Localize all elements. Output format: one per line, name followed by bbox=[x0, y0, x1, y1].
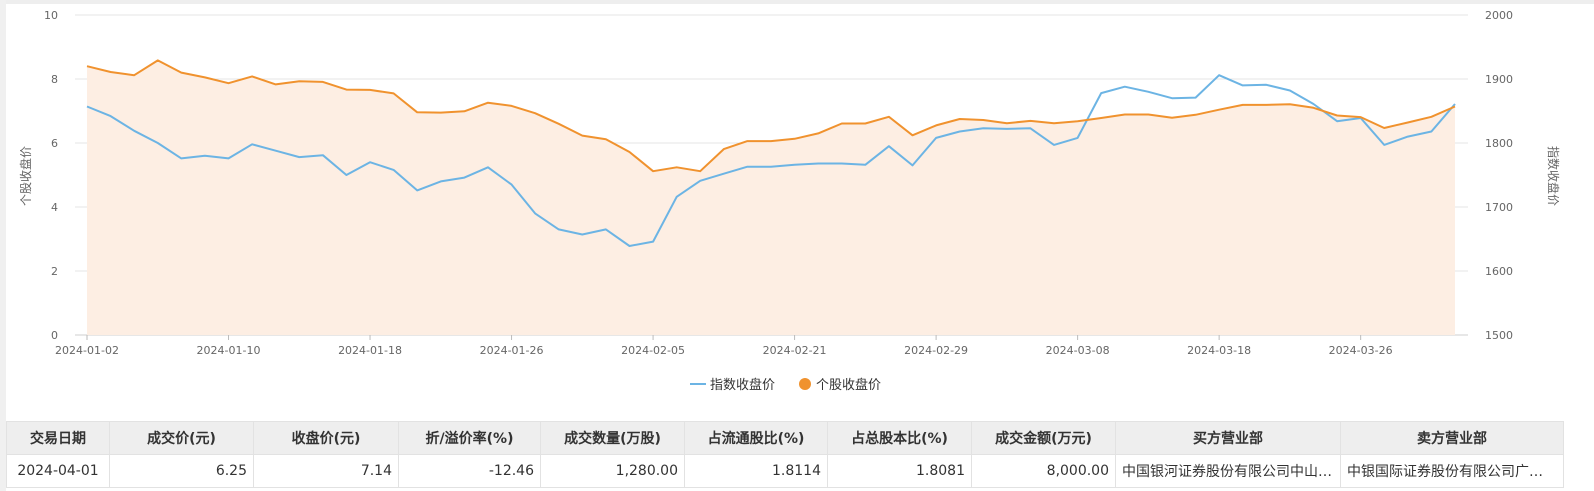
col-header-premium-rate: 折/溢价率(%) bbox=[398, 421, 541, 455]
legend-item-stock[interactable]: 个股收盘价 bbox=[799, 374, 881, 393]
cell-close-price: 7.14 bbox=[253, 454, 399, 488]
x-tick-label: 2024-02-29 bbox=[904, 344, 968, 357]
x-tick-label: 2024-03-26 bbox=[1329, 344, 1393, 357]
y-right-tick-label: 1900 bbox=[1485, 73, 1513, 86]
y-left-tick-label: 0 bbox=[51, 329, 58, 342]
y-left-tick-label: 2 bbox=[51, 265, 58, 278]
block-trade-table: 交易日期 成交价(元) 收盘价(元) 折/溢价率(%) 成交数量(万股) 占流通… bbox=[6, 421, 1564, 488]
col-header-trade-date: 交易日期 bbox=[6, 421, 110, 455]
cell-amount: 8,000.00 bbox=[971, 454, 1116, 488]
x-tick-label: 2024-01-02 bbox=[55, 344, 119, 357]
legend-line-marker bbox=[690, 382, 706, 385]
left-border bbox=[0, 0, 6, 491]
x-tick-label: 2024-03-08 bbox=[1046, 344, 1110, 357]
cell-deal-price: 6.25 bbox=[109, 454, 254, 488]
cell-total-ratio: 1.8081 bbox=[827, 454, 972, 488]
top-border bbox=[0, 0, 1594, 4]
y-right-tick-label: 1700 bbox=[1485, 201, 1513, 214]
y-left-tick-label: 8 bbox=[51, 73, 58, 86]
y-right-axis-title: 指数收盘价 bbox=[1546, 146, 1561, 206]
col-header-total-ratio: 占总股本比(%) bbox=[827, 421, 972, 455]
cell-float-ratio: 1.8114 bbox=[684, 454, 828, 488]
axis-layer: 0 2 4 6 8 10 1500 1600 1700 1800 1900 2000 2024-01-0… bbox=[44, 9, 1513, 357]
y-right-tick-label: 1500 bbox=[1485, 329, 1513, 342]
stock-area-fill bbox=[87, 60, 1455, 336]
legend-label-index: 指数收盘价 bbox=[710, 378, 776, 393]
col-header-volume: 成交数量(万股) bbox=[540, 421, 685, 455]
x-tick-label: 2024-01-18 bbox=[338, 344, 402, 357]
x-tick-label: 2024-02-05 bbox=[621, 344, 685, 357]
stock-close-line bbox=[86, 59, 1456, 173]
cell-volume: 1,280.00 bbox=[540, 454, 685, 488]
chart-legend: 指数收盘价 个股收盘价 bbox=[690, 374, 905, 393]
y-right-tick-label: 1600 bbox=[1485, 265, 1513, 278]
area-layer bbox=[87, 60, 1455, 336]
cell-premium-rate: -12.46 bbox=[398, 454, 541, 488]
y-left-tick-label: 4 bbox=[51, 201, 58, 214]
legend-item-index[interactable]: 指数收盘价 bbox=[690, 374, 775, 393]
x-tick-label: 2024-01-10 bbox=[197, 344, 261, 357]
col-header-seller: 卖方营业部 bbox=[1340, 421, 1564, 455]
col-header-deal-price: 成交价(元) bbox=[109, 421, 254, 455]
legend-dot-marker bbox=[799, 377, 812, 390]
table-header-row: 交易日期 成交价(元) 收盘价(元) 折/溢价率(%) 成交数量(万股) 占流通… bbox=[6, 421, 1564, 455]
line-layer bbox=[86, 59, 1456, 247]
table-row: 2024-04-01 6.25 7.14 -12.46 1,280.00 1.8… bbox=[6, 454, 1564, 488]
y-left-axis-title: 个股收盘价 bbox=[18, 146, 33, 206]
col-header-close-price: 收盘价(元) bbox=[253, 421, 399, 455]
y-right-tick-label: 2000 bbox=[1485, 9, 1513, 22]
legend-label-stock: 个股收盘价 bbox=[816, 378, 882, 393]
x-tick-label: 2024-03-18 bbox=[1187, 344, 1251, 357]
x-tick-label: 2024-01-26 bbox=[480, 344, 544, 357]
y-left-tick-label: 6 bbox=[51, 137, 58, 150]
block-trade-chart: 0 2 4 6 8 10 1500 1600 1700 1800 1900 2000 2024-01-0… bbox=[18, 9, 1561, 357]
index-close-line bbox=[86, 74, 1456, 247]
cell-buyer[interactable]: 中国银河证券股份有限公司中山… bbox=[1115, 454, 1341, 488]
x-tick-label: 2024-02-21 bbox=[763, 344, 827, 357]
cell-seller[interactable]: 中银国际证券股份有限公司广… bbox=[1340, 454, 1564, 488]
col-header-amount: 成交金额(万元) bbox=[971, 421, 1116, 455]
col-header-buyer: 买方营业部 bbox=[1115, 421, 1341, 455]
y-left-tick-label: 10 bbox=[44, 9, 58, 22]
cell-trade-date: 2024-04-01 bbox=[6, 454, 110, 488]
y-right-tick-label: 1800 bbox=[1485, 137, 1513, 150]
col-header-float-ratio: 占流通股比(%) bbox=[684, 421, 828, 455]
